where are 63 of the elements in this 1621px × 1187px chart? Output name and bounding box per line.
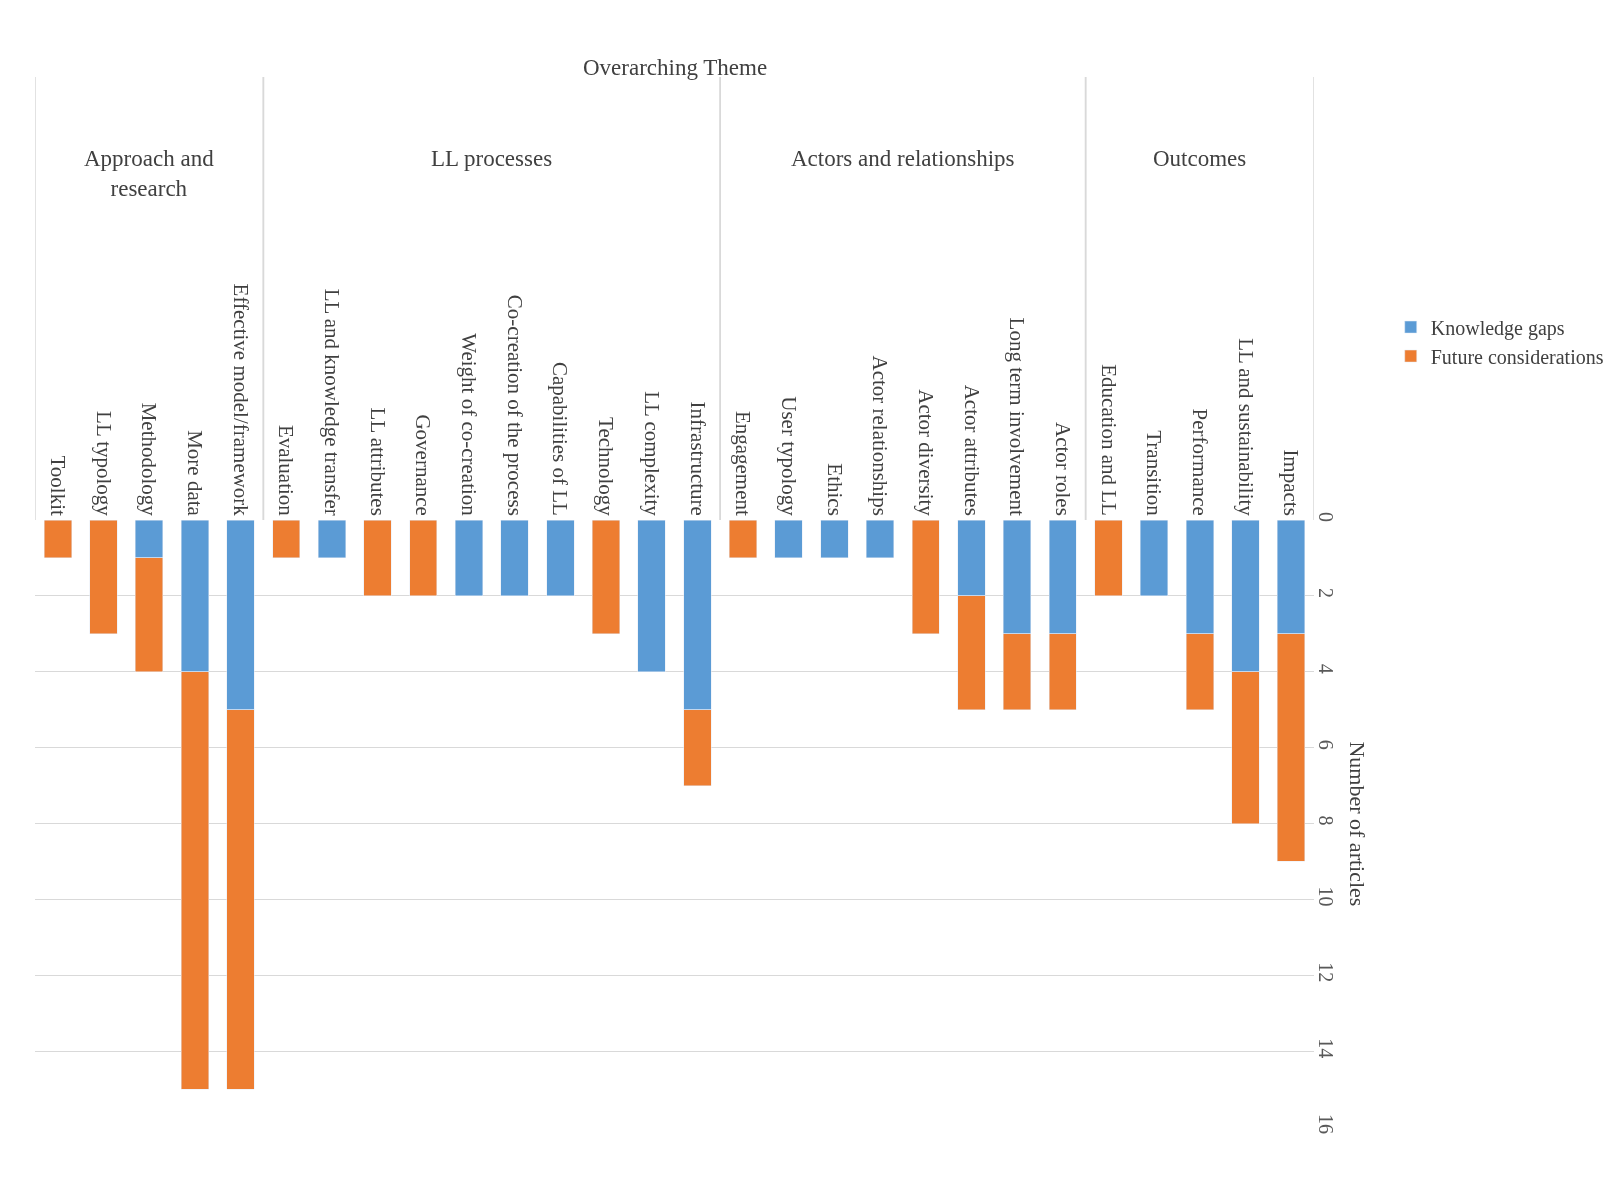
x-tick-label: Weight of co-creation xyxy=(457,333,482,517)
y-tick-label: 4 xyxy=(1315,663,1337,674)
bar xyxy=(363,520,392,597)
bar xyxy=(272,520,301,559)
text: Overarching Theme xyxy=(583,55,768,80)
y-tick-label: 6 xyxy=(1315,739,1337,750)
text: LL processes xyxy=(431,146,553,171)
bar xyxy=(409,520,438,597)
x-tick-label: More data xyxy=(183,430,208,517)
x-tick-label: User typology xyxy=(776,396,801,517)
x-tick-label: LL complexity xyxy=(639,391,664,517)
y-tick-label: 10 xyxy=(1315,886,1337,907)
x-tick-label: LL typology xyxy=(91,411,116,517)
bar xyxy=(729,520,757,559)
x-tick-label: Actor roles xyxy=(1050,421,1075,516)
x-tick-label: LL attributes xyxy=(365,407,390,516)
bar xyxy=(43,520,72,559)
x-tick-label: Co-creation of the process xyxy=(502,294,527,516)
x-tick-label: Effective model/framework xyxy=(228,283,253,517)
x-tick-label: Impacts xyxy=(1279,449,1304,516)
bar xyxy=(592,520,620,635)
x-tick-label: LL and sustainability xyxy=(1233,338,1258,517)
bar xyxy=(500,520,529,597)
y-tick-label: 8 xyxy=(1315,815,1337,826)
y-tick-label: 14 xyxy=(1315,1038,1337,1059)
legend-label: Future considerations xyxy=(1430,345,1604,368)
bar xyxy=(454,520,483,597)
x-tick-label: Ethics xyxy=(822,463,847,516)
y-axis-title: Number of articles xyxy=(1344,741,1370,907)
bar xyxy=(820,520,849,559)
bar xyxy=(317,520,346,559)
x-tick-label: Governance xyxy=(411,414,436,516)
x-tick-label: Actor attributes xyxy=(959,384,984,516)
bar xyxy=(89,520,118,635)
x-tick-label: Performance xyxy=(1187,408,1212,516)
x-tick-label: Toolkit xyxy=(46,455,71,517)
text: Outcomes xyxy=(1153,146,1247,171)
x-tick-label: Actor relationships xyxy=(868,355,893,516)
x-tick-label: Capabilities of LL xyxy=(548,361,573,516)
x-tick-label: Infrastructure xyxy=(685,401,710,516)
y-tick-label: 0 xyxy=(1315,512,1337,522)
x-tick-label: Education and LL xyxy=(1096,364,1121,516)
bar xyxy=(1140,520,1169,597)
bar xyxy=(866,520,895,559)
x-tick-label: Engagement xyxy=(731,410,756,517)
bar xyxy=(637,520,666,672)
x-tick-label: Transition xyxy=(1142,430,1167,517)
x-tick-label: Long term involvement xyxy=(1005,317,1030,517)
text: Approach and research xyxy=(84,146,215,201)
x-tick-label: Evaluation xyxy=(274,424,299,517)
bar xyxy=(1094,520,1123,597)
y-tick-label: 16 xyxy=(1315,1114,1337,1134)
x-tick-label: Technology xyxy=(594,417,619,517)
x-tick-label: LL and knowledge transfer xyxy=(320,288,345,516)
bar xyxy=(911,520,940,635)
x-tick-label: Methodology xyxy=(137,402,162,517)
legend-label: Knowledge gaps xyxy=(1430,316,1565,340)
y-tick-label: 2 xyxy=(1315,587,1337,598)
text: Actors and relationships xyxy=(791,146,1015,171)
bar xyxy=(546,520,575,597)
bar xyxy=(774,520,803,559)
x-tick-label: Actor diversity xyxy=(913,389,938,517)
y-tick-label: 12 xyxy=(1315,962,1337,983)
